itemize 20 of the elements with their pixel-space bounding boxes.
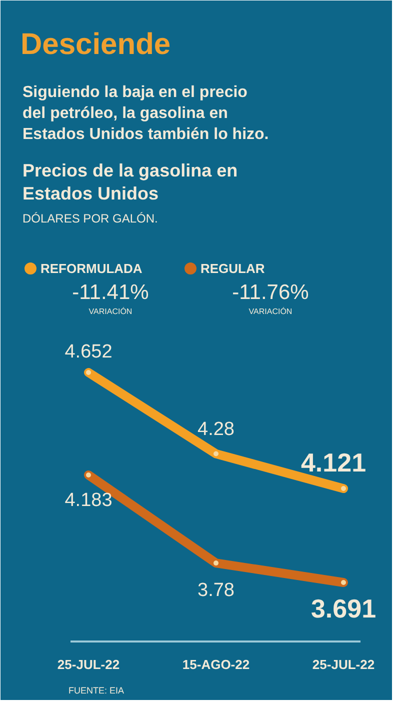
text: -11.76% bbox=[232, 281, 309, 304]
data-label: 4.121 bbox=[300, 448, 366, 478]
text: VARIACIÓN bbox=[248, 307, 292, 316]
x-tick-label: 25-JUL-22 bbox=[312, 657, 375, 672]
legend-label: REFORMULADA bbox=[40, 261, 143, 276]
data-label: 4.28 bbox=[198, 418, 234, 440]
data-label: 4.652 bbox=[64, 342, 112, 362]
text: Precios de la gasolina en Estados Unidos bbox=[22, 160, 238, 204]
chart-title: Desciende bbox=[20, 28, 171, 61]
x-tick-label: 15-AGO-22 bbox=[182, 657, 250, 672]
x-tick-label: 25-JUL-22 bbox=[57, 657, 120, 672]
source-note: FUENTE: EIA bbox=[68, 686, 124, 696]
text: VARIACIÓN bbox=[88, 307, 132, 316]
text: DÓLARES POR GALÓN. bbox=[22, 212, 158, 226]
data-label: 4.183 bbox=[64, 490, 112, 511]
legend-label: REGULAR bbox=[200, 261, 266, 276]
chart-subtitle: Siguiendo la baja en el precio del petróleo, la gasolina en Estados Unidos también lo hizo. bbox=[22, 84, 269, 143]
data-label: 3.691 bbox=[310, 594, 376, 624]
text: -11.41% bbox=[72, 281, 149, 304]
data-label: 3.78 bbox=[198, 580, 234, 602]
